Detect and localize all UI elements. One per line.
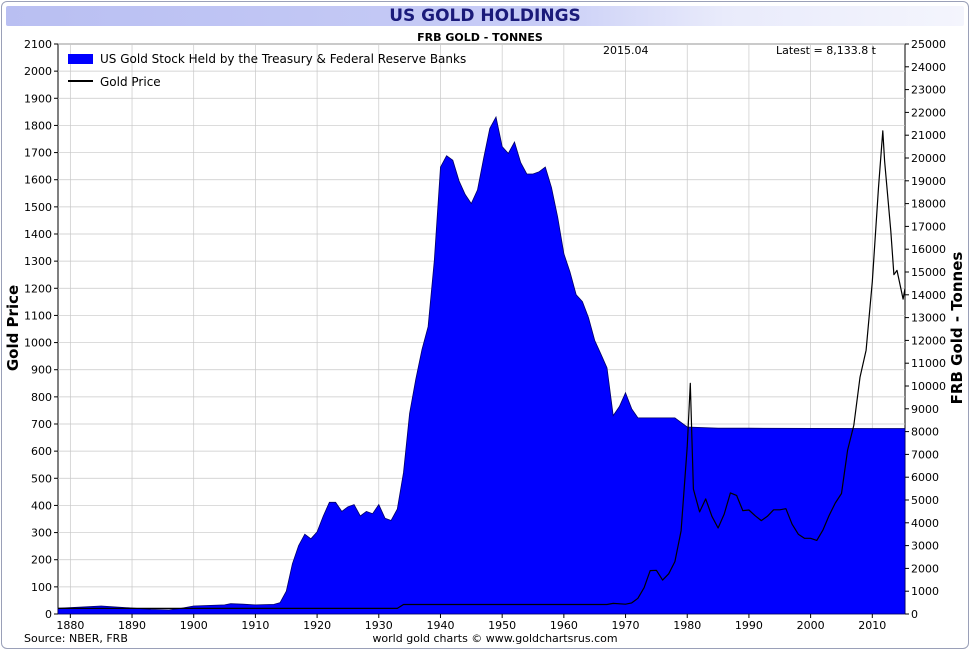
chart-title: US GOLD HOLDINGS [389, 6, 581, 26]
right-y-tick-label: 3000 [911, 540, 939, 553]
left-y-tick-label: 1300 [24, 255, 52, 268]
latest-annotation: Latest = 8,133.8 t [776, 44, 877, 57]
right-y-tick-label: 6000 [911, 471, 939, 484]
x-tick-label: 2010 [858, 619, 886, 632]
left-y-tick-label: 800 [31, 391, 52, 404]
left-y-tick-label: 1500 [24, 201, 52, 214]
x-tick-label: 1960 [550, 619, 578, 632]
right-y-tick-label: 25000 [911, 38, 946, 51]
left-y-tick-label: 700 [31, 418, 52, 431]
left-y-tick-label: 0 [45, 608, 52, 621]
x-tick-label: 1920 [303, 619, 331, 632]
left-y-tick-label: 1200 [24, 282, 52, 295]
right-y-tick-label: 11000 [911, 357, 946, 370]
left-y-tick-label: 600 [31, 445, 52, 458]
right-y-tick-label: 13000 [911, 312, 946, 325]
x-tick-label: 1990 [735, 619, 763, 632]
left-y-tick-label: 1700 [24, 147, 52, 160]
left-y-tick-label: 200 [31, 554, 52, 567]
x-tick-label: 1910 [241, 619, 269, 632]
right-y-tick-label: 2000 [911, 562, 939, 575]
date-annotation: 2015.04 [603, 44, 649, 57]
right-y-tick-label: 15000 [911, 266, 946, 279]
right-y-tick-label: 23000 [911, 84, 946, 97]
right-y-tick-label: 18000 [911, 198, 946, 211]
left-y-tick-label: 1900 [24, 92, 52, 105]
right-y-tick-label: 8000 [911, 426, 939, 439]
left-y-tick-label: 2000 [24, 65, 52, 78]
x-tick-label: 1930 [365, 619, 393, 632]
right-y-tick-label: 19000 [911, 175, 946, 188]
x-tick-label: 1900 [180, 619, 208, 632]
legend-swatch-gold-stock [68, 54, 93, 64]
left-y-tick-label: 100 [31, 581, 52, 594]
x-tick-label: 1880 [56, 619, 84, 632]
left-y-tick-label: 500 [31, 472, 52, 485]
right-y-tick-label: 12000 [911, 334, 946, 347]
left-y-tick-label: 900 [31, 364, 52, 377]
legend: US Gold Stock Held by the Treasury & Fed… [68, 52, 466, 89]
left-y-tick-label: 2100 [24, 38, 52, 51]
left-y-tick-label: 300 [31, 527, 52, 540]
legend-label-gold-stock: US Gold Stock Held by the Treasury & Fed… [100, 52, 466, 66]
chart-subtitle: FRB GOLD - TONNES [417, 31, 543, 44]
x-tick-label: 1950 [488, 619, 516, 632]
right-y-axis-ticks: 0 1000 2000 3000 4000 5000 6000 7000 8000 9000 100… [905, 38, 946, 621]
right-y-tick-label: 17000 [911, 220, 946, 233]
right-y-tick-label: 10000 [911, 380, 946, 393]
right-y-tick-label: 21000 [911, 129, 946, 142]
left-y-tick-label: 1400 [24, 228, 52, 241]
right-y-tick-label: 4000 [911, 517, 939, 530]
right-y-tick-label: 14000 [911, 289, 946, 302]
right-y-tick-label: 9000 [911, 403, 939, 416]
series-gold-price-line [58, 130, 906, 610]
source-note: Source: NBER, FRB [24, 632, 128, 645]
legend-label-gold-price: Gold Price [100, 75, 161, 89]
x-tick-label: 1940 [426, 619, 454, 632]
x-tick-label: 1970 [612, 619, 640, 632]
series-layer [57, 115, 906, 615]
right-y-tick-label: 24000 [911, 61, 946, 74]
x-tick-label: 2000 [797, 619, 825, 632]
left-y-axis-ticks: 0 100 200 300 400 500 600 700 800 900 1000 1100 1200… [24, 38, 58, 621]
x-tick-label: 1890 [118, 619, 146, 632]
left-y-tick-label: 400 [31, 499, 52, 512]
right-y-tick-label: 16000 [911, 243, 946, 256]
right-y-tick-label: 7000 [911, 448, 939, 461]
right-y-tick-label: 20000 [911, 152, 946, 165]
footer-credit: world gold charts © www.goldchartsrus.co… [372, 632, 617, 645]
left-y-tick-label: 1600 [24, 174, 52, 187]
left-y-tick-label: 1100 [24, 309, 52, 322]
left-y-tick-label: 1800 [24, 119, 52, 132]
right-y-tick-label: 1000 [911, 585, 939, 598]
right-y-tick-label: 22000 [911, 106, 946, 119]
x-tick-label: 1980 [673, 619, 701, 632]
x-axis-ticks: 1880 1890 1900 1910 1920 1930 1940 1950 1960 1970… [56, 614, 886, 632]
right-y-axis-label: FRB Gold - Tonnes [948, 252, 966, 405]
title-bar: US GOLD HOLDINGS [6, 6, 964, 26]
left-y-tick-label: 1000 [24, 337, 52, 350]
right-y-tick-label: 5000 [911, 494, 939, 507]
right-y-tick-label: 0 [911, 608, 918, 621]
left-y-axis-label: Gold Price [4, 285, 22, 371]
